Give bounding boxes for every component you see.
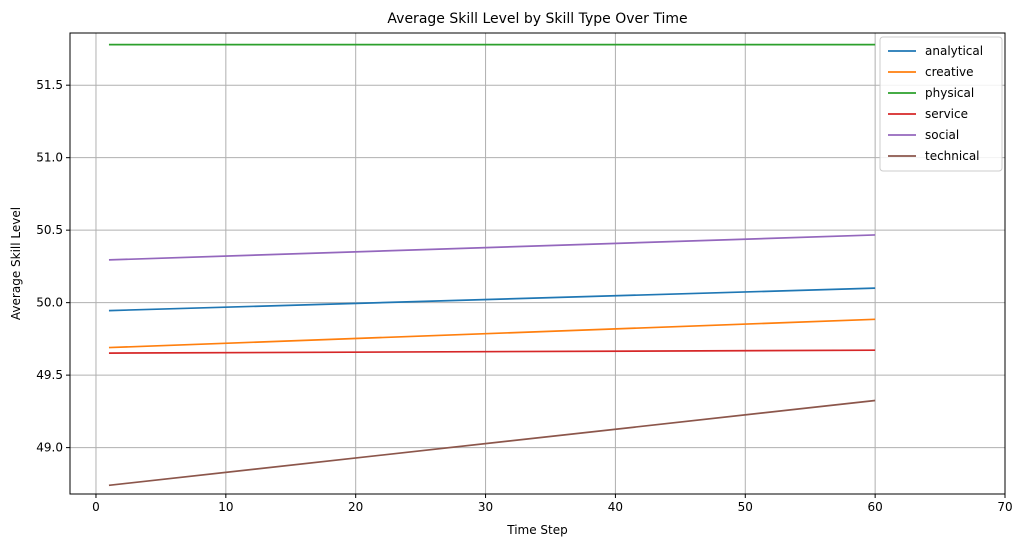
- grid-layer: [70, 33, 1006, 494]
- y-tick-label: 50.0: [36, 296, 63, 310]
- x-tick-label: 40: [608, 500, 623, 514]
- x-tick-label: 50: [738, 500, 753, 514]
- series-line-service: [108, 349, 876, 354]
- series-line-analytical: [108, 287, 876, 312]
- x-tick-label: 0: [92, 500, 100, 514]
- legend: analytical creative physical service social t…: [879, 36, 1003, 172]
- series-line-technical: [108, 399, 876, 487]
- y-tick-label: 49.5: [36, 368, 63, 382]
- x-tick-label: 10: [218, 500, 233, 514]
- y-axis-label: Average Skill Level: [9, 207, 23, 320]
- legend-label-social: social: [925, 128, 959, 142]
- x-tick-label: 30: [478, 500, 493, 514]
- y-tick-label: 51.5: [36, 78, 63, 92]
- plot-frame: [69, 32, 1006, 495]
- legend-box: [879, 36, 1003, 172]
- tick-layer: 0 10 20 30 40 50 60 70 49.0 49.5 50.0 50.5 51.0 51.5: [36, 78, 1012, 514]
- x-tick-label: 20: [348, 500, 363, 514]
- series-layer: [108, 43, 876, 487]
- legend-label-technical: technical: [925, 149, 980, 163]
- legend-label-service: service: [925, 107, 968, 121]
- y-tick-label: 50.5: [36, 223, 63, 237]
- legend-label-physical: physical: [925, 86, 974, 100]
- chart-title: Average Skill Level by Skill Type Over T…: [387, 11, 687, 27]
- series-line-social: [108, 234, 876, 261]
- x-tick-label: 60: [867, 500, 882, 514]
- y-tick-label: 51.0: [36, 151, 63, 165]
- y-tick-label: 49.0: [36, 441, 63, 455]
- series-line-creative: [108, 318, 876, 349]
- legend-label-analytical: analytical: [925, 44, 983, 58]
- x-axis-label: Time Step: [506, 523, 568, 537]
- x-tick-label: 70: [997, 500, 1012, 514]
- legend-label-creative: creative: [925, 65, 974, 79]
